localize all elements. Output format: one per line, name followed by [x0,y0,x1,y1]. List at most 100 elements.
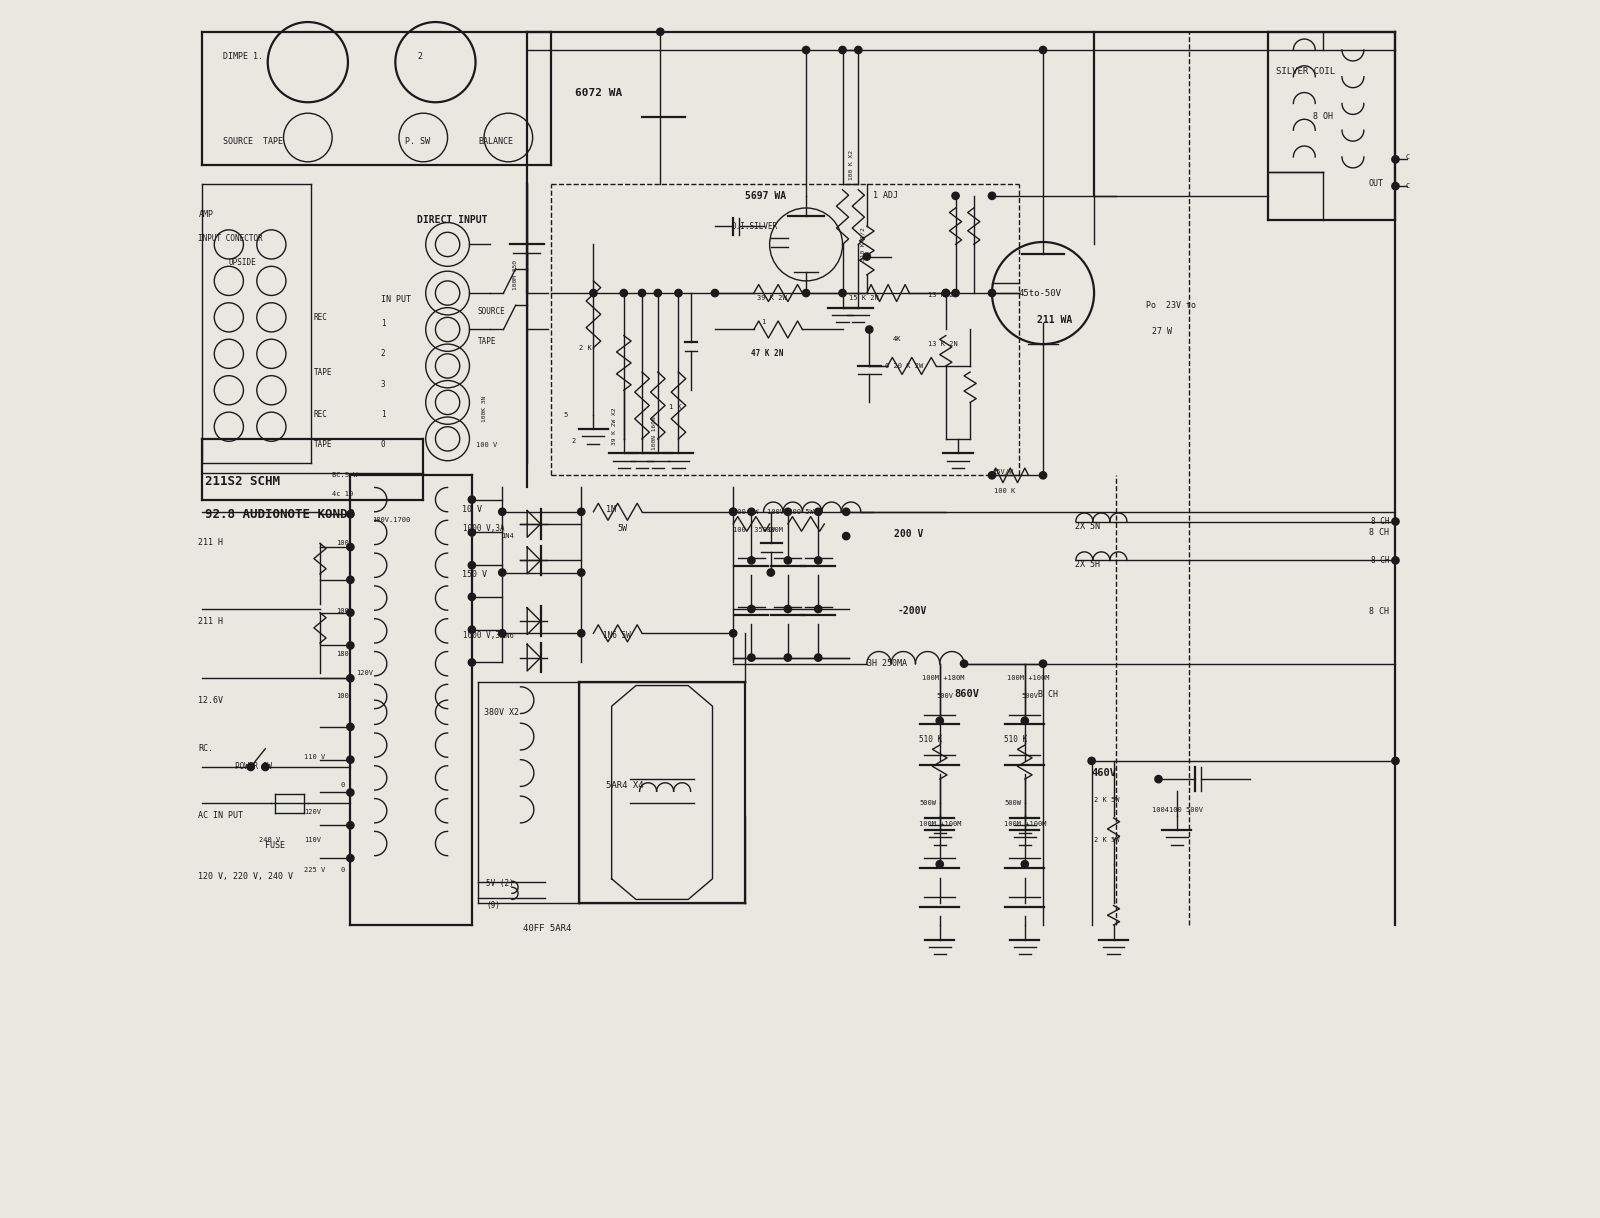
Text: 110 V: 110 V [304,754,325,760]
Text: 1N6: 1N6 [501,632,514,638]
Text: TAPE: TAPE [478,337,496,346]
Text: BC.S W: BC.S W [333,473,358,479]
Text: 860V: 860V [954,689,979,699]
Text: 100 K X2: 100 K X2 [848,151,854,180]
Text: 510 K 1/2: 510 K 1/2 [861,228,866,262]
Circle shape [766,569,774,576]
Text: 8 CH: 8 CH [1368,607,1389,616]
Circle shape [784,508,792,515]
Circle shape [784,557,792,564]
Circle shape [838,290,846,297]
Text: 8 CH: 8 CH [1371,555,1390,565]
Text: DIRECT INPUT: DIRECT INPUT [418,216,488,225]
Circle shape [952,290,958,297]
Circle shape [469,561,475,569]
Text: REC: REC [314,410,328,419]
Text: 500W: 500W [918,800,936,806]
Text: 460V: 460V [1091,769,1117,778]
Text: 100M: 100M [766,527,782,533]
Text: 2: 2 [571,438,576,445]
Text: 5: 5 [563,412,568,418]
Text: 5W: 5W [618,524,627,533]
Text: 0: 0 [381,441,386,449]
Circle shape [814,508,822,515]
Text: AC IN PUT: AC IN PUT [198,811,243,820]
Text: C: C [1405,153,1410,160]
Text: 4c 10: 4c 10 [333,491,354,497]
Text: RC.: RC. [198,744,213,753]
Text: 1: 1 [762,319,765,325]
Circle shape [578,630,586,637]
Circle shape [656,28,664,35]
Circle shape [747,605,755,613]
Text: P. SW: P. SW [405,136,430,146]
Text: 8 CH: 8 CH [1368,527,1389,537]
Text: -200V: -200V [898,607,926,616]
Text: 1M: 1M [605,504,616,514]
Text: 100: 100 [336,541,349,547]
Circle shape [347,576,354,583]
Text: REC: REC [314,313,328,322]
Text: SILVER COIL: SILVER COIL [1277,67,1336,77]
Circle shape [469,626,475,633]
Text: B CH: B CH [1038,689,1058,699]
Text: 8 CH: 8 CH [1371,516,1390,526]
Text: 13 K 2N: 13 K 2N [928,292,957,298]
Text: 100 K: 100 K [995,488,1016,495]
Text: 150 V: 150 V [462,570,486,580]
Text: TAPE: TAPE [314,441,333,449]
Circle shape [654,290,661,297]
Circle shape [469,659,475,666]
Text: 0: 0 [341,867,346,873]
Text: 40FF 5AR4: 40FF 5AR4 [523,924,571,933]
Text: INPUT CONECTOR: INPUT CONECTOR [198,234,264,242]
Text: 2X 5H: 2X 5H [1075,559,1099,569]
Text: 1004100 500V: 1004100 500V [1152,806,1203,812]
Text: 1 K: 1 K [669,404,682,410]
Text: 6072 WA: 6072 WA [574,88,622,97]
Circle shape [1392,758,1398,765]
Circle shape [989,290,995,297]
Text: 1N4: 1N4 [501,533,514,540]
Text: D.I.SILVER: D.I.SILVER [731,222,778,230]
Circle shape [469,593,475,600]
Circle shape [621,290,627,297]
Text: 110V: 110V [304,837,322,843]
Text: 1000 V,3A: 1000 V,3A [464,631,506,641]
Circle shape [578,569,586,576]
Circle shape [747,508,755,515]
Text: 100M +100M: 100M +100M [1005,821,1046,827]
Circle shape [638,290,646,297]
Circle shape [1040,471,1046,479]
Text: FUSE: FUSE [266,842,285,850]
Circle shape [936,717,944,725]
Text: 180V.1700: 180V.1700 [373,518,411,524]
Circle shape [942,290,949,297]
Text: 120V: 120V [357,670,373,676]
Circle shape [814,654,822,661]
Text: 500V: 500V [936,693,954,699]
Text: 1: 1 [381,410,386,419]
Text: (9): (9) [486,901,501,910]
Text: 100V 500 5W: 100V 500 5W [766,509,814,515]
Circle shape [730,630,738,637]
Text: 100 V: 100 V [475,442,496,448]
Circle shape [347,756,354,764]
Circle shape [347,609,354,616]
Circle shape [499,508,506,515]
Circle shape [952,192,958,200]
Circle shape [989,192,995,200]
Text: OUT: OUT [1368,179,1384,188]
Text: 1: 1 [381,319,386,328]
Text: Po  23V to: Po 23V to [1146,301,1197,309]
Text: UPSIDE: UPSIDE [229,258,256,267]
Circle shape [803,46,810,54]
Circle shape [854,46,862,54]
Circle shape [838,46,846,54]
Text: 27 W: 27 W [1152,328,1173,336]
Text: 211 WA: 211 WA [1037,314,1072,325]
Circle shape [814,605,822,613]
Text: 13 K 2N: 13 K 2N [928,341,957,347]
Circle shape [1392,183,1398,190]
Text: IN PUT: IN PUT [381,295,411,303]
